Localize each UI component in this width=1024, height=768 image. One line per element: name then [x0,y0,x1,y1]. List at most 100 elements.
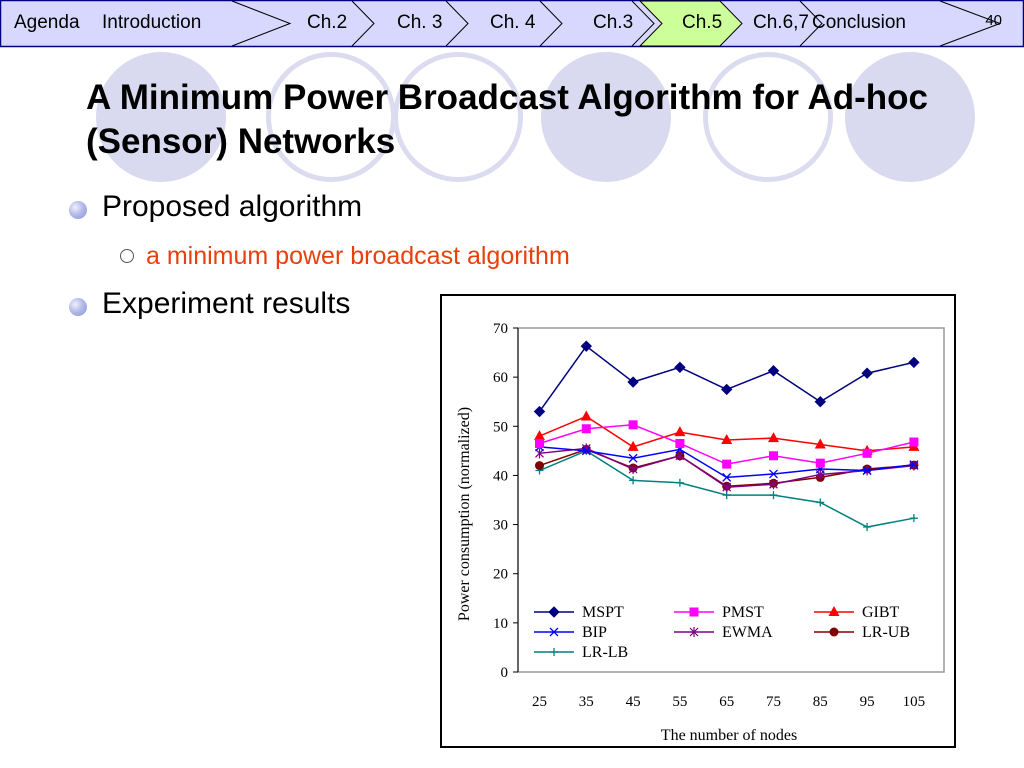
data-point-pmst [628,420,638,430]
data-point-lr-lb [722,491,731,500]
data-point-gibt [814,438,826,449]
chapter-nav-bar: Agenda Introduction Ch.2 Ch. 3 Ch. 4 Ch.… [0,0,1024,48]
x-axis-title: The number of nodes [661,727,797,744]
data-point-lr-lb [816,498,825,507]
chart-frame: 0 10 20 30 40 50 60 70 25 35 45 55 65 75 85 95 105 The nu… [440,294,956,748]
sub-bullet-minimum-power: a minimum power broadcast algorithm [146,242,570,270]
data-point-gibt [721,434,733,445]
y-tick-label: 60 [493,370,508,386]
x-tick-label: 85 [813,694,828,710]
data-point-pmst [769,451,778,461]
data-point-mspt [720,383,733,396]
x-tick-label: 45 [626,694,641,710]
data-point-pmst [909,437,919,447]
data-point-bip [862,466,872,475]
data-point-mspt [674,361,686,374]
decor-circle [703,52,833,182]
bullet-proposed-algorithm: Proposed algorithm [102,190,363,223]
data-point-bip [909,460,919,470]
data-point-pmst [862,448,872,458]
data-point-gibt [534,430,545,441]
data-point-lr-lb [863,523,872,532]
legend-label-ewma: EWMA [722,624,773,641]
legend-marker-lr-lb [550,648,558,656]
series-line-mspt [538,345,915,412]
chapter-nav-background [0,0,1024,48]
data-point-mspt [533,405,546,418]
nav-item-ch3[interactable]: Ch. 3 [397,12,443,33]
decor-circle [845,52,975,182]
legend-label-bip: BIP [582,624,607,641]
nav-item-ch4[interactable]: Ch. 4 [490,12,536,33]
data-point-ewma [535,448,544,459]
x-tick-label: 75 [766,694,781,710]
nav-item-ch2[interactable]: Ch.2 [307,12,348,33]
x-tick-label: 55 [672,694,687,710]
data-point-mspt [861,367,873,379]
decor-circle [96,52,226,182]
data-point-mspt [627,376,639,388]
data-point-pmst [815,458,825,468]
y-tick-label: 30 [493,518,508,534]
data-point-ewma [628,464,638,475]
page-number: 40 [985,12,1002,29]
nav-item-ch67[interactable]: Ch.6,7 [753,12,809,33]
slide-title: A Minimum Power Broadcast Algorithm for … [86,78,928,161]
data-point-lr-lb [675,478,684,487]
data-point-lr-lb [909,514,918,523]
series-line-pmst [539,424,915,465]
data-point-pmst [581,424,591,434]
legend-label-gibt: GIBT [862,604,900,621]
nav-item-conclusion[interactable]: Conclusion [812,12,906,33]
nav-item-ch3-second[interactable]: Ch.3 [593,12,634,33]
x-tick-label: 25 [532,694,547,710]
y-tick-label: 50 [493,419,508,435]
data-point-bip [722,472,732,482]
legend-marker-ewma [689,627,699,637]
data-point-bip [769,469,778,479]
legend-label-pmst: PMST [722,604,764,621]
data-point-ewma [909,460,919,471]
legend-marker-lr-ub [829,627,839,637]
legend-label-mspt: MSPT [582,604,624,621]
y-tick-label: 70 [493,321,508,337]
data-point-ewma [675,450,685,461]
bullet-icon [69,201,87,219]
nav-item-introduction[interactable]: Introduction [102,12,202,33]
data-point-lr-ub [535,461,544,471]
x-tick-label: 105 [903,694,926,710]
data-point-mspt [580,340,593,352]
data-point-gibt [674,426,686,437]
data-point-mspt [908,356,920,369]
data-point-gibt [768,432,779,443]
y-tick-label: 40 [493,468,508,484]
bullet-experiment-results: Experiment results [102,287,351,320]
sub-bullet-ring-icon [120,249,134,263]
y-tick-label: 0 [501,665,509,681]
series-line-gibt [539,415,914,452]
data-point-lr-lb [629,476,638,485]
legend-marker-pmst [689,607,699,617]
data-point-pmst [675,438,685,448]
legend-marker-gibt [828,606,840,616]
data-point-mspt [814,396,827,408]
data-point-ewma [722,482,732,493]
x-tick-label: 95 [860,694,875,710]
data-point-bip [581,446,591,456]
x-tick-label: 65 [719,694,734,710]
nav-item-ch5-active[interactable]: Ch.5 [682,12,723,33]
data-point-pmst [535,438,544,448]
decor-circle [541,52,671,182]
legend-label-lr-ub: LR-UB [862,624,910,641]
data-point-bip [628,453,638,463]
data-point-lr-lb [769,491,778,500]
legend-label-lr-lb: LR-LB [582,644,628,661]
data-point-ewma [769,479,778,490]
data-point-gibt [627,440,639,451]
legend-marker-mspt [548,606,560,618]
nav-item-agenda[interactable]: Agenda [14,12,80,33]
y-axis-title: Power consumption (normalized) [456,407,473,621]
y-tick-label: 10 [493,616,508,632]
data-point-pmst [722,459,732,469]
x-tick-label: 35 [579,694,594,710]
